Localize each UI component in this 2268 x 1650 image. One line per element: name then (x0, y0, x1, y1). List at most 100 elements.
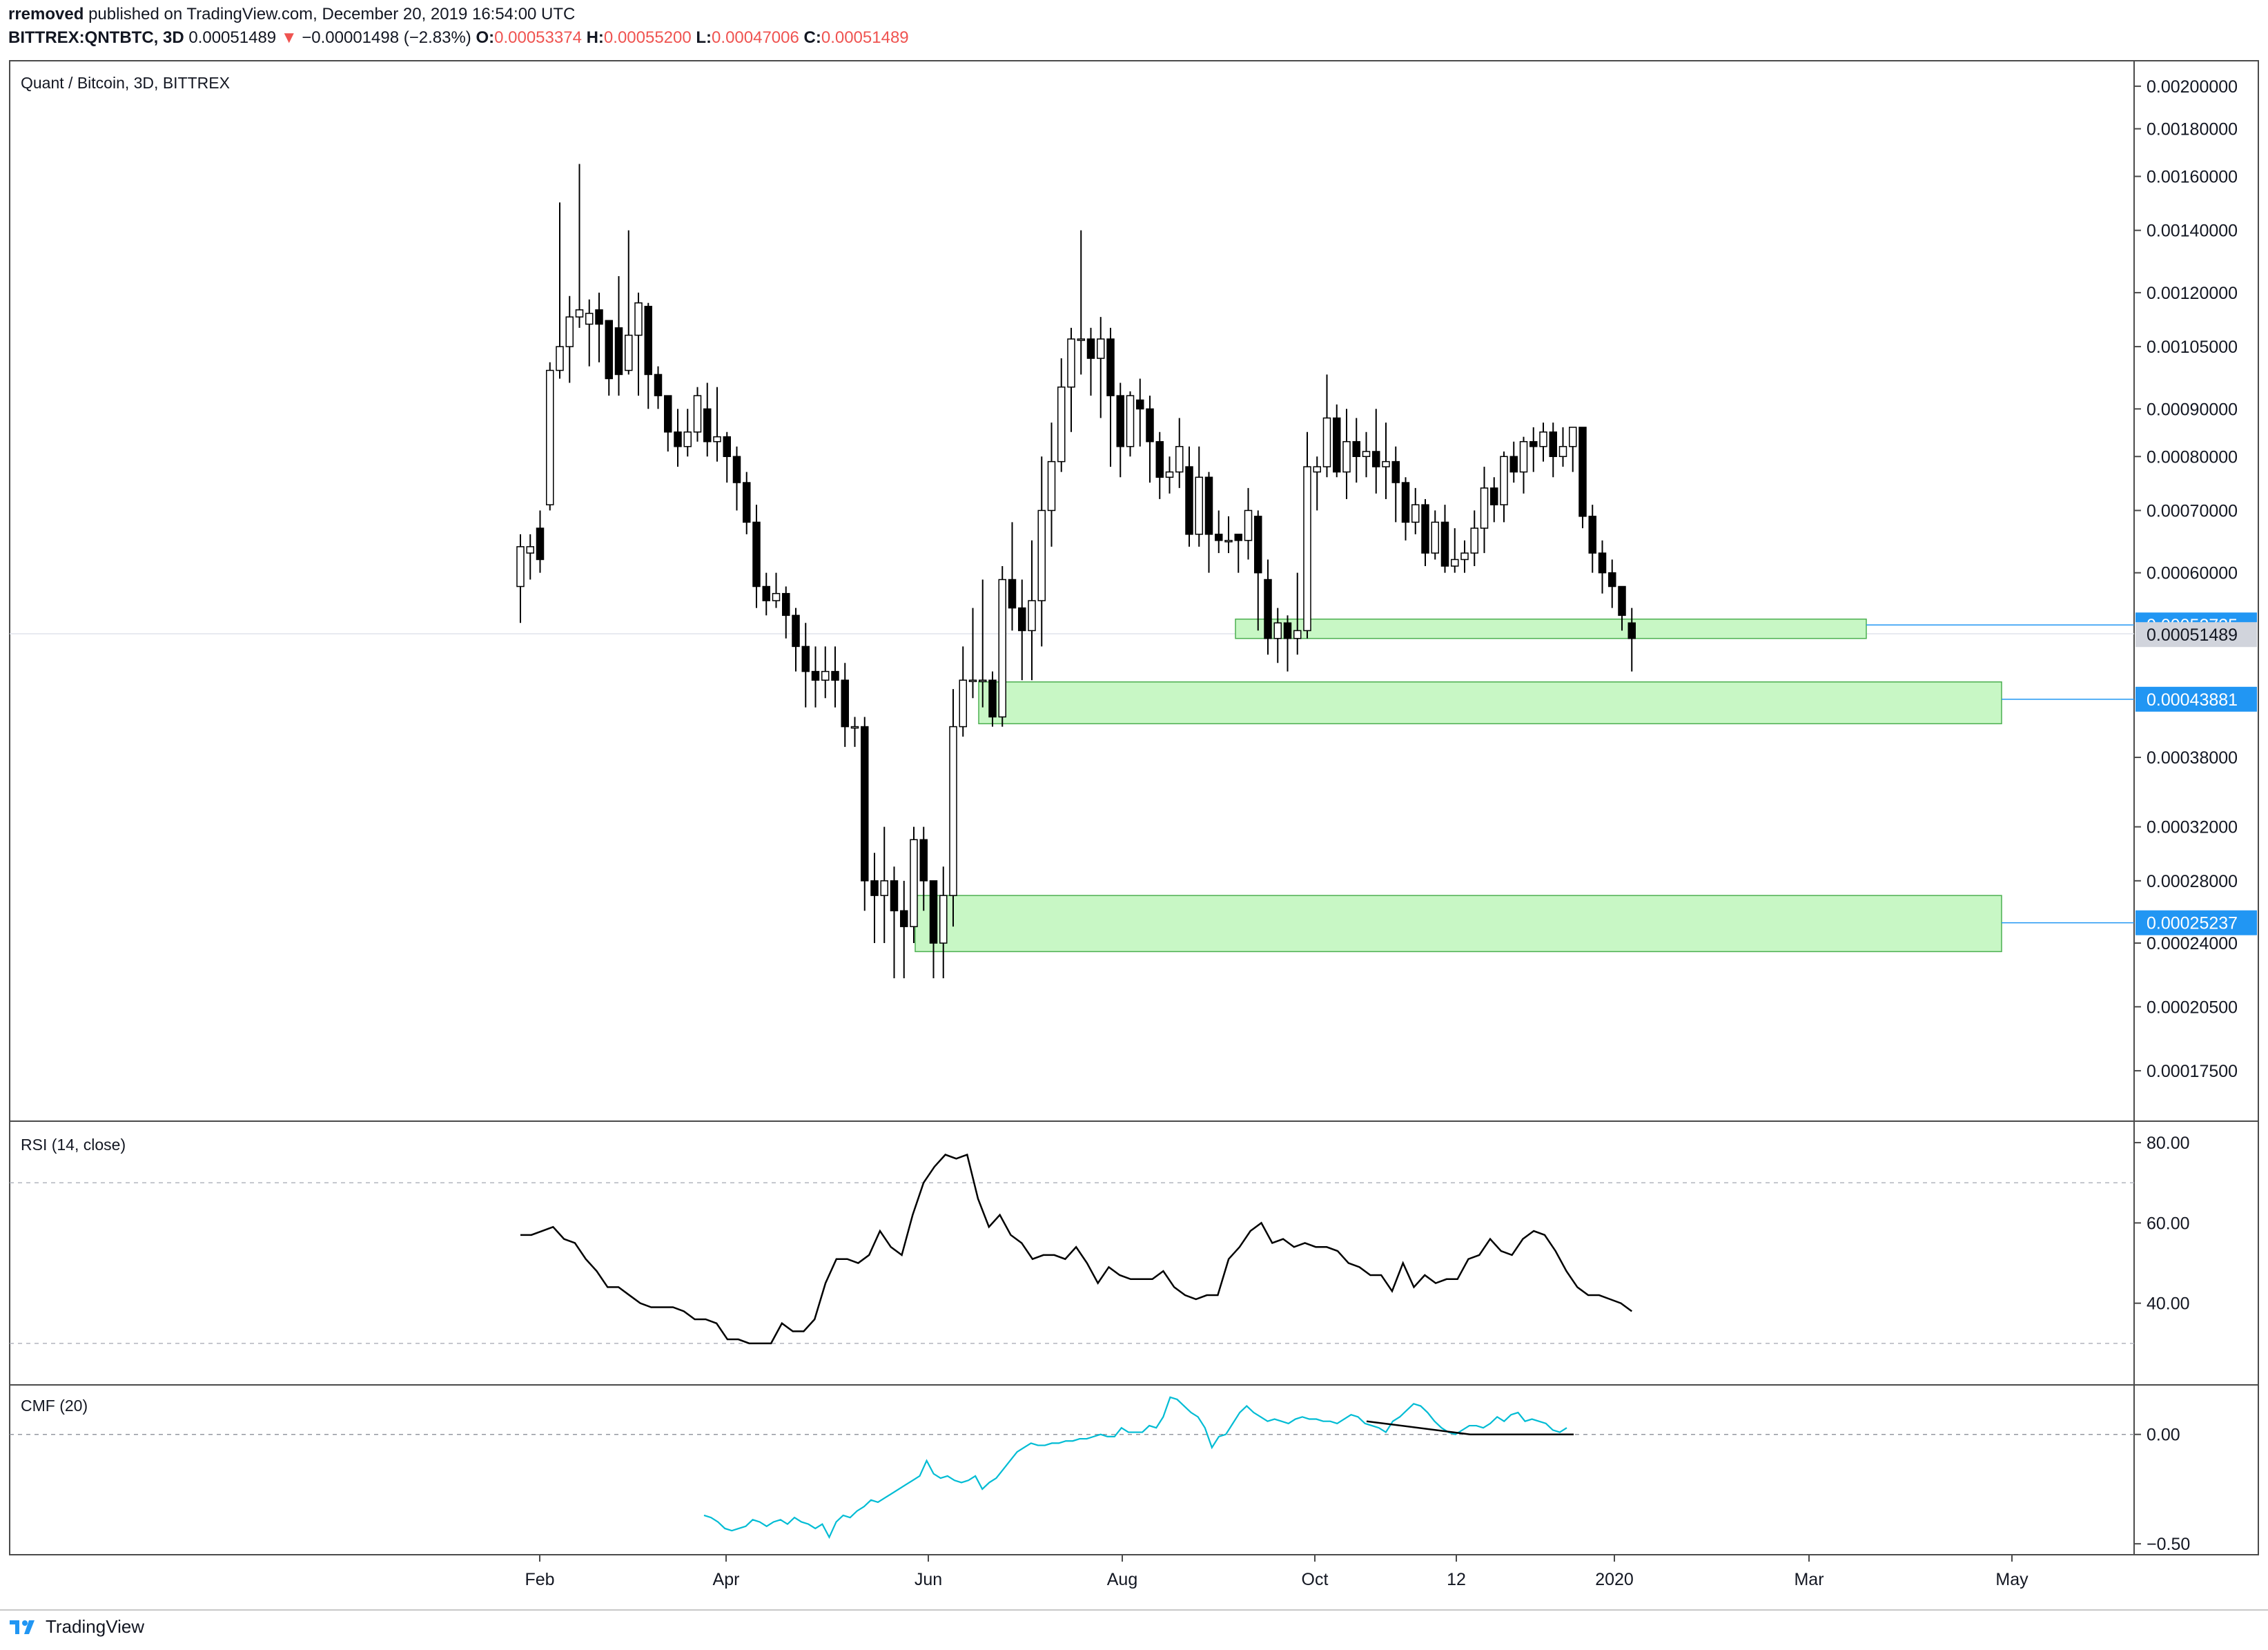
candle (1431, 510, 1439, 560)
candle (870, 853, 879, 944)
rsi-tick-label: 60.00 (2147, 1214, 2190, 1233)
price-tick-label: 0.00032000 (2147, 818, 2238, 837)
candle (919, 826, 928, 911)
candle-down (1215, 534, 1223, 541)
candle-down (732, 456, 741, 483)
candle (703, 382, 712, 457)
price-badge-label: 0.00025237 (2147, 914, 2238, 933)
candle (811, 646, 820, 708)
candle-down (1106, 338, 1115, 396)
candle (1411, 487, 1420, 534)
candle (1224, 516, 1233, 554)
candle-up (1480, 487, 1489, 529)
candle (625, 230, 633, 375)
candle (536, 510, 545, 573)
candle (1077, 230, 1085, 375)
candle-up (1057, 386, 1066, 463)
candle (1067, 327, 1075, 432)
price-tick-label: 0.00028000 (2147, 872, 2238, 891)
candle (654, 366, 663, 409)
cmf-tick-label: 0.00 (2147, 1426, 2180, 1445)
price-pane[interactable]: Quant / Bitcoin, 3D, BITTREX (10, 74, 2134, 978)
candle (1549, 423, 1557, 478)
low-value: 0.00047006 (712, 28, 799, 47)
candle (516, 534, 525, 623)
candle-up (1067, 338, 1075, 388)
candle (762, 572, 770, 616)
open-label: O: (476, 28, 495, 47)
candle-up (1126, 395, 1135, 447)
candle-down (1352, 440, 1360, 458)
footer: TradingView (8, 1613, 144, 1640)
candle (1480, 467, 1489, 554)
candle-up (575, 309, 584, 318)
candle-up (1558, 446, 1567, 458)
candle (1037, 456, 1046, 647)
candle (1303, 431, 1311, 639)
publish-info: rremoved published on TradingView.com, D… (8, 4, 575, 25)
price-tick-label: 0.00200000 (2147, 77, 2238, 97)
candle-down (988, 679, 997, 718)
candle (968, 608, 977, 699)
candle-down (1618, 585, 1626, 617)
candle (801, 623, 810, 708)
candle-up (516, 546, 525, 588)
candle-down (1254, 516, 1262, 574)
candle (1490, 477, 1498, 523)
candle-up (772, 592, 781, 601)
candle (1627, 608, 1636, 672)
candle-down (1608, 572, 1616, 588)
chart-title: Quant / Bitcoin, 3D, BITTREX (21, 74, 230, 92)
candle-down (595, 309, 603, 325)
candle (605, 320, 613, 396)
price-tick-label: 0.00180000 (2147, 120, 2238, 139)
candle-up (1362, 451, 1371, 458)
candle-down (723, 436, 731, 458)
price-tick-label: 0.00140000 (2147, 222, 2238, 241)
candle-down (614, 327, 623, 376)
candle-up (1224, 540, 1233, 543)
candle (1342, 409, 1351, 499)
candle-up (556, 346, 564, 371)
cmf-pane[interactable]: CMF (20) (10, 1396, 2134, 1540)
candle-up (546, 369, 554, 505)
candle-up (1431, 521, 1439, 554)
open-value: 0.00053374 (494, 28, 582, 47)
candle (1558, 427, 1567, 467)
candle-up (1303, 466, 1311, 632)
rsi-pane[interactable]: RSI (14, close) (10, 1136, 2134, 1345)
candle (1028, 540, 1036, 681)
candle-up (634, 302, 643, 336)
candle-up (1313, 466, 1321, 473)
candle-up (1519, 440, 1528, 473)
candle (1047, 423, 1056, 547)
candle-down (762, 585, 770, 601)
candle (1146, 396, 1154, 483)
candle (929, 880, 938, 978)
candle (1126, 391, 1135, 457)
candle-down (1204, 476, 1213, 535)
candle (1018, 579, 1026, 681)
footer-brand[interactable]: TradingView (46, 1615, 145, 1637)
author-name[interactable]: rremoved (8, 5, 84, 23)
candle (693, 387, 702, 442)
candle-up (565, 316, 574, 347)
candle (1165, 456, 1174, 494)
candle (585, 299, 594, 367)
candle-down (1401, 482, 1410, 523)
candle (614, 276, 623, 396)
candle-down (674, 431, 682, 447)
candle-down (1136, 399, 1144, 410)
candle (979, 579, 987, 708)
candle (1519, 436, 1528, 494)
candle (644, 302, 652, 409)
level-price-badge (2135, 910, 2257, 935)
candle (575, 164, 584, 328)
candle (1008, 522, 1017, 631)
price-tick-label: 0.00020500 (2147, 998, 2238, 1017)
candle (988, 671, 997, 727)
candle-up (968, 679, 977, 682)
time-tick-label: Oct (1302, 1570, 1329, 1589)
high-value: 0.00055200 (603, 28, 692, 47)
